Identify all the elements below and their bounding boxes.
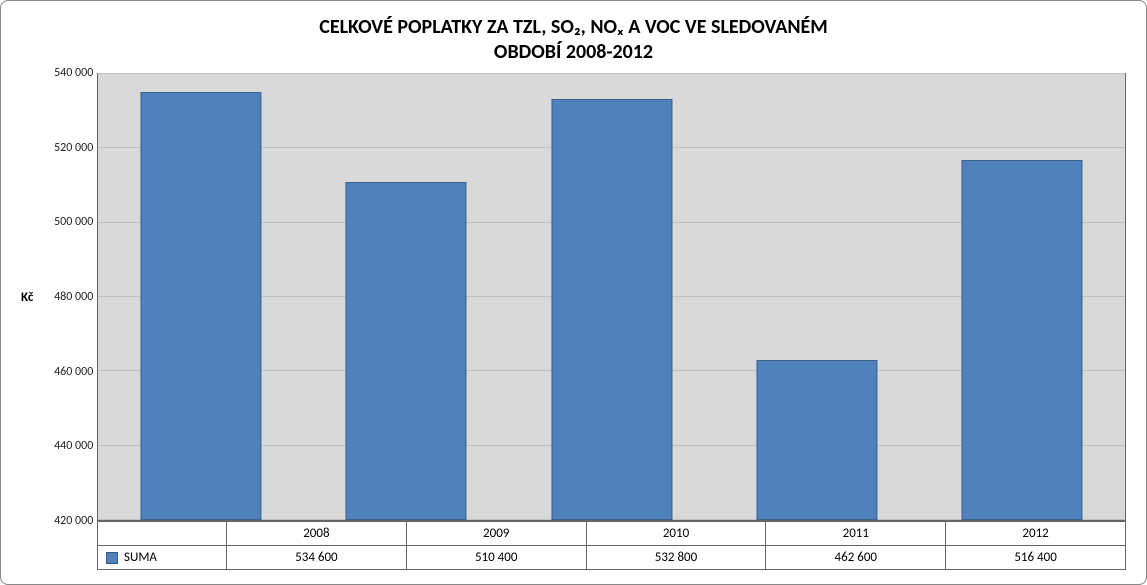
y-axis-label: Kč	[21, 73, 37, 521]
value-cell: 534 600	[227, 546, 407, 570]
y-axis-ticks: 420 000440 000460 000480 000500 000520 0…	[37, 73, 97, 521]
chart-title: CELKOVÉ POPLATKY ZA TZL, SO₂, NOₓ A VOC …	[21, 15, 1126, 65]
chart-title-line1: CELKOVÉ POPLATKY ZA TZL, SO₂, NOₓ A VOC …	[319, 15, 828, 39]
chart-title-line2: OBDOBÍ 2008-2012	[494, 40, 653, 64]
value-cell: 462 600	[766, 546, 946, 570]
bar	[756, 360, 877, 520]
bar-slot	[920, 74, 1125, 520]
category-label: 2010	[586, 522, 766, 546]
value-cell: 532 800	[586, 546, 766, 570]
legend-cell: SUMA	[98, 546, 227, 570]
legend-swatch-icon	[106, 552, 118, 564]
category-label: 2008	[227, 522, 407, 546]
plot-row: Kč 420 000440 000460 000480 000500 00052…	[21, 73, 1126, 521]
bar	[346, 182, 467, 520]
bar	[140, 92, 261, 520]
bar	[962, 160, 1083, 520]
value-cell: 516 400	[946, 546, 1126, 570]
y-tick-label: 480 000	[54, 290, 93, 304]
legend-label: SUMA	[124, 550, 157, 565]
value-cell: 510 400	[406, 546, 586, 570]
plot-area	[97, 73, 1126, 521]
table-header-blank	[98, 522, 227, 546]
y-tick-label: 500 000	[54, 215, 93, 229]
y-tick-label: 420 000	[54, 514, 93, 528]
bar	[551, 99, 672, 520]
bars-layer	[98, 74, 1125, 520]
table-row: SUMA 534 600510 400532 800462 600516 400	[98, 546, 1126, 570]
category-label: 2011	[766, 522, 946, 546]
category-label: 2009	[406, 522, 586, 546]
data-table: 20082009201020112012 SUMA 534 600510 40053…	[97, 521, 1126, 570]
bar-slot	[98, 74, 303, 520]
category-label: 2012	[946, 522, 1126, 546]
bar-slot	[509, 74, 714, 520]
y-tick-label: 460 000	[54, 365, 93, 379]
bar-slot	[714, 74, 919, 520]
y-tick-label: 440 000	[54, 439, 93, 453]
chart-container: CELKOVÉ POPLATKY ZA TZL, SO₂, NOₓ A VOC …	[0, 0, 1147, 585]
y-tick-label: 520 000	[54, 141, 93, 155]
bar-slot	[304, 74, 509, 520]
y-tick-label: 540 000	[54, 66, 93, 80]
table-row: 20082009201020112012	[98, 522, 1126, 546]
